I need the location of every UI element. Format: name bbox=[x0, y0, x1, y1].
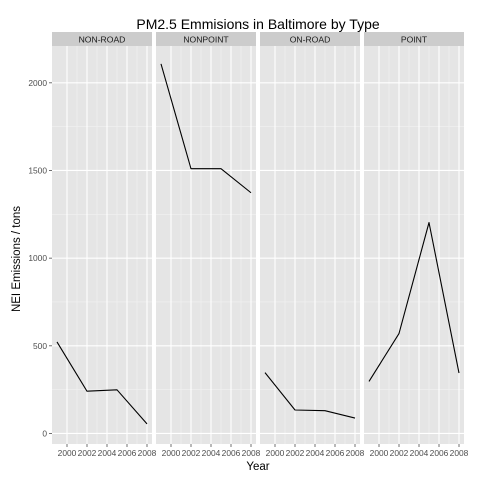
x-axis-title: Year bbox=[246, 461, 269, 473]
x-tick-label: 2008 bbox=[242, 448, 261, 458]
panel-background bbox=[364, 46, 464, 444]
x-tick-label: 2008 bbox=[346, 448, 365, 458]
facet-strip bbox=[52, 32, 152, 46]
series-line-nonpoint bbox=[160, 63, 252, 194]
facet-strip-label: POINT bbox=[401, 35, 428, 45]
series-line-non-road bbox=[56, 341, 148, 425]
x-tick-label: 2000 bbox=[370, 448, 389, 458]
x-tick-label: 2008 bbox=[138, 448, 157, 458]
x-tick-label: 2004 bbox=[202, 448, 221, 458]
x-tick-label: 2004 bbox=[98, 448, 117, 458]
x-tick-label: 2002 bbox=[182, 448, 201, 458]
series-line-point bbox=[368, 222, 460, 382]
series-line-on-road bbox=[264, 372, 356, 419]
facet-strip-label: NONPOINT bbox=[183, 35, 229, 45]
panel-background bbox=[260, 46, 360, 444]
panel-background bbox=[52, 46, 152, 444]
facet-panel-point: POINT 2000 2002 2004 2006 2008 bbox=[364, 32, 469, 458]
y-axis: 0 500 1000 1500 2000 bbox=[28, 78, 52, 438]
x-tick-label: 2008 bbox=[450, 448, 469, 458]
x-tick-label: 2000 bbox=[162, 448, 181, 458]
x-tick-label: 2004 bbox=[410, 448, 429, 458]
x-tick-label: 2000 bbox=[58, 448, 77, 458]
y-tick-label: 0 bbox=[42, 428, 47, 438]
x-tick-label: 2006 bbox=[222, 448, 241, 458]
facet-strip-label: NON-ROAD bbox=[79, 35, 126, 45]
facet-strip-label: ON-ROAD bbox=[290, 35, 331, 45]
facet-strip bbox=[156, 32, 256, 46]
x-tick-label: 2004 bbox=[306, 448, 325, 458]
facet-strip bbox=[364, 32, 464, 46]
x-tick-label: 2006 bbox=[326, 448, 345, 458]
y-axis-title: NEI Emissions / tons bbox=[11, 206, 23, 312]
facet-panel-nonpoint: NONPOINT 2000 2002 2004 2006 2008 bbox=[156, 32, 261, 458]
panel-background bbox=[156, 46, 256, 444]
x-tick-label: 2000 bbox=[266, 448, 285, 458]
chart-title: PM2.5 Emmisions in Baltimore by Type bbox=[136, 16, 379, 32]
facet-panel-on-road: ON-ROAD 2000 2002 2004 2006 2008 bbox=[260, 32, 365, 458]
y-tick-label: 1500 bbox=[28, 165, 47, 175]
y-tick-label: 500 bbox=[33, 341, 47, 351]
facet-strip bbox=[260, 32, 360, 46]
y-tick-label: 2000 bbox=[28, 78, 47, 88]
facet-panel-non-road: NON-ROAD 2000 2002 2004 2006 2008 bbox=[52, 32, 157, 458]
y-tick-label: 1000 bbox=[28, 253, 47, 263]
x-tick-label: 2002 bbox=[390, 448, 409, 458]
x-tick-label: 2002 bbox=[78, 448, 97, 458]
x-tick-label: 2002 bbox=[286, 448, 305, 458]
x-tick-label: 2006 bbox=[430, 448, 449, 458]
x-tick-label: 2006 bbox=[118, 448, 137, 458]
